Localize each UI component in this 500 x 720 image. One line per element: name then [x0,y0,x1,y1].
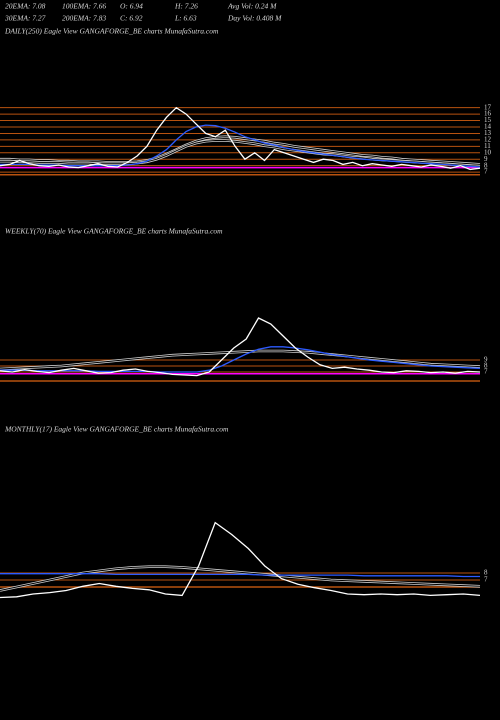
header-stat: C: 6.92 [120,14,143,23]
header-stat: H: 7.26 [174,2,198,11]
y-tick-label: 13 [484,129,492,137]
price-line [0,124,481,168]
y-tick-label: 10 [484,148,492,156]
y-tick-label: 17 [484,103,492,111]
panel-title: DAILY(250) Eagle View GANGAFORGE_BE char… [4,27,219,36]
panel-title: MONTHLY(17) Eagle View GANGAFORGE_BE cha… [4,425,229,434]
y-tick-label: 8 [484,362,488,370]
y-tick-label: 9 [484,356,488,364]
price-line [0,317,481,377]
y-tick-label: 7 [484,168,488,176]
header-stat: Avg Vol: 0.24 M [227,2,277,11]
y-tick-label: 9 [484,155,488,163]
y-tick-label: 14 [484,123,492,131]
header-stat: O: 6.94 [120,2,143,11]
price-line [0,573,480,578]
price-line [0,521,481,599]
price-line [0,106,481,171]
header-stat: 20EMA: 7.08 [5,2,46,11]
y-tick-label: 8 [484,569,488,577]
y-tick-label: 12 [484,135,492,143]
y-tick-label: 11 [484,142,491,150]
y-tick-label: 7 [484,576,488,584]
header-stat: 30EMA: 7.27 [4,14,46,23]
header-stat: 100EMA: 7.66 [62,2,106,11]
header-stat: L: 6.63 [174,14,197,23]
y-tick-label: 8 [484,161,488,169]
price-line [0,346,481,373]
header-stat: Day Vol: 0.408 M [227,14,282,23]
y-tick-label: 7 [484,368,488,376]
header-stat: 200EMA: 7.83 [62,14,106,23]
y-tick-label: 15 [484,116,492,124]
panel-title: WEEKLY(70) Eagle View GANGAFORGE_BE char… [5,227,223,236]
ema-line-inner [0,350,481,370]
y-tick-label: 16 [484,110,492,118]
